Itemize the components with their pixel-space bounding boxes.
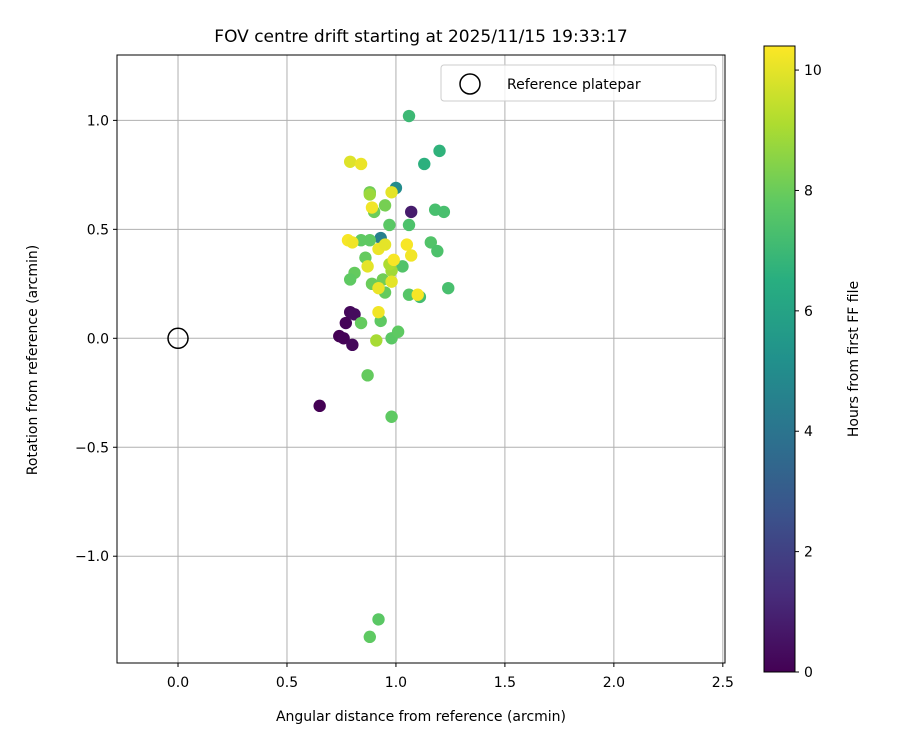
colorbar-tick-label: 4 bbox=[804, 424, 813, 440]
data-point bbox=[424, 236, 438, 249]
data-point bbox=[404, 249, 418, 262]
data-point bbox=[370, 334, 383, 347]
data-point bbox=[391, 325, 405, 338]
data-point bbox=[337, 332, 350, 345]
legend: Reference platepar bbox=[440, 64, 717, 102]
x-tick-label: 1.5 bbox=[494, 675, 516, 691]
data-point bbox=[363, 234, 376, 247]
y-tick-label: 1.0 bbox=[87, 113, 109, 129]
y-tick-label: −0.5 bbox=[75, 440, 109, 456]
data-point bbox=[418, 157, 431, 171]
data-point bbox=[378, 238, 392, 251]
data-point bbox=[363, 188, 376, 201]
y-tick-label: −1.0 bbox=[75, 549, 109, 565]
colorbar: 0 2 4 6 8 10 Hours from first FF file bbox=[763, 45, 862, 681]
data-point bbox=[343, 155, 357, 168]
plot-border bbox=[116, 54, 726, 664]
x-tick-label: 1.0 bbox=[385, 675, 407, 691]
legend-label-reference-platepar: Reference platepar bbox=[507, 77, 641, 93]
data-point bbox=[313, 399, 326, 413]
data-point bbox=[363, 630, 376, 644]
axis-ticks: 0.0 0.5 1.0 1.5 2.0 2.5 −1.0 −0.5 0.0 0.5 1.0 bbox=[75, 113, 734, 691]
x-tick-label: 0.5 bbox=[276, 675, 298, 691]
scatter-points bbox=[167, 109, 455, 644]
data-point bbox=[372, 613, 385, 626]
plot-grid bbox=[117, 55, 725, 663]
data-point bbox=[402, 109, 416, 123]
colorbar-gradient bbox=[763, 45, 796, 673]
data-point bbox=[346, 338, 359, 352]
y-axis-label: Rotation from reference (arcmin) bbox=[25, 245, 41, 475]
data-point bbox=[437, 205, 451, 219]
data-point bbox=[385, 275, 398, 288]
data-point bbox=[385, 410, 398, 423]
legend-open-circle-marker bbox=[459, 73, 481, 95]
data-point bbox=[361, 369, 374, 382]
colorbar-tick-label: 6 bbox=[804, 304, 813, 320]
data-point bbox=[396, 260, 409, 273]
colorbar-label: Hours from first FF file bbox=[846, 281, 862, 437]
reference-platepar-point bbox=[167, 327, 189, 350]
data-point bbox=[383, 218, 396, 232]
data-point bbox=[402, 288, 416, 301]
data-point bbox=[372, 281, 385, 295]
data-point bbox=[442, 281, 455, 295]
data-point bbox=[354, 157, 368, 171]
x-tick-label: 0.0 bbox=[167, 675, 189, 691]
data-point bbox=[354, 316, 368, 330]
colorbar-ticks: 0 2 4 6 8 10 bbox=[795, 63, 822, 681]
colorbar-tick-label: 8 bbox=[804, 183, 813, 199]
colorbar-tick-label: 0 bbox=[804, 665, 813, 681]
y-tick-label: 0.5 bbox=[87, 222, 109, 238]
x-tick-label: 2.0 bbox=[603, 675, 625, 691]
x-axis-label: Angular distance from reference (arcmin) bbox=[276, 709, 566, 725]
data-point bbox=[402, 218, 416, 232]
data-point bbox=[411, 288, 424, 301]
data-point bbox=[365, 201, 379, 214]
data-point bbox=[346, 236, 359, 249]
data-point bbox=[400, 238, 414, 251]
plot-frame bbox=[116, 54, 726, 664]
data-point bbox=[372, 305, 385, 319]
data-point bbox=[431, 244, 444, 258]
data-point bbox=[343, 273, 357, 286]
data-point bbox=[378, 199, 392, 212]
y-tick-label: 0.0 bbox=[87, 331, 109, 347]
chart-title: FOV centre drift starting at 2025/11/15 … bbox=[214, 27, 627, 47]
colorbar-tick-label: 2 bbox=[804, 545, 813, 561]
data-point bbox=[404, 205, 418, 219]
x-tick-label: 2.5 bbox=[712, 675, 734, 691]
legend-box bbox=[440, 64, 717, 102]
data-point bbox=[387, 253, 400, 267]
data-point bbox=[348, 308, 361, 321]
data-point bbox=[361, 260, 374, 273]
data-point bbox=[385, 186, 398, 199]
data-point bbox=[339, 316, 353, 330]
colorbar-tick-label: 10 bbox=[804, 63, 822, 79]
data-point bbox=[433, 144, 446, 158]
